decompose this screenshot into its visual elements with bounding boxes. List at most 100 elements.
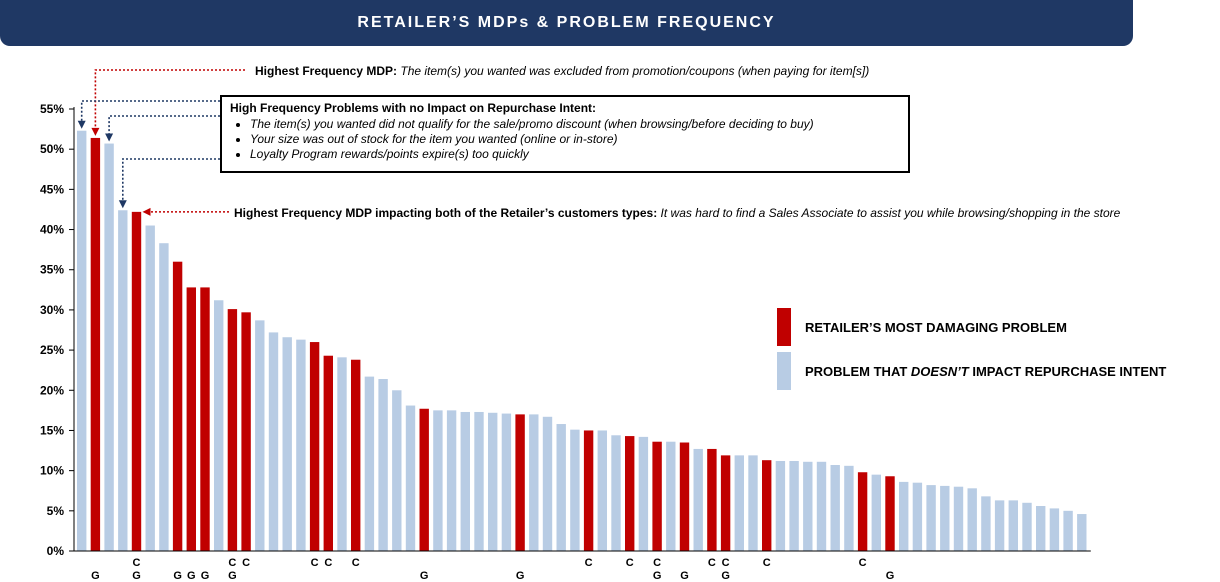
bar-mdp xyxy=(720,455,731,551)
both-types-label: Highest Frequency MDP impacting both of … xyxy=(234,206,658,220)
no-impact-connector-3-arrow-icon xyxy=(118,200,127,209)
bar-mdp xyxy=(583,430,594,551)
y-tick-label: 20% xyxy=(40,383,64,397)
bar-no-impact xyxy=(446,410,457,551)
bar-no-impact xyxy=(912,482,923,551)
y-tick-label: 10% xyxy=(40,464,64,478)
bar-no-impact xyxy=(460,411,470,551)
bar-tag-c: C xyxy=(311,557,319,569)
bar-tag-g: G xyxy=(228,570,237,582)
both-types-annotation: Highest Frequency MDP impacting both of … xyxy=(234,206,1120,220)
bar-no-impact xyxy=(364,376,375,551)
bar-no-impact xyxy=(405,405,416,551)
bar-no-impact xyxy=(542,416,553,551)
legend-swatch-mdp xyxy=(777,308,791,346)
bar-no-impact xyxy=(1049,508,1060,551)
legend-item-mdp: RETAILER’S MOST DAMAGING PROBLEM xyxy=(777,308,1067,346)
bar-tag-g: G xyxy=(187,570,196,582)
bar-no-impact xyxy=(693,448,703,551)
bar-tag-g: G xyxy=(721,570,730,582)
bar-tag-c: C xyxy=(722,557,730,569)
bar-tag-c: C xyxy=(653,557,661,569)
no-impact-item-2: Your size was out of stock for the item … xyxy=(250,132,900,147)
bar-no-impact xyxy=(981,496,991,551)
bar-no-impact xyxy=(871,474,881,551)
bar-mdp xyxy=(90,137,101,551)
bar-tag-g: G xyxy=(653,570,662,582)
bar-no-impact xyxy=(816,461,827,551)
y-tick-label: 45% xyxy=(40,182,64,196)
bar-mdp xyxy=(241,312,251,551)
bar-mdp xyxy=(762,460,772,551)
chart-title: RETAILER’S MDPs & PROBLEM FREQUENCY xyxy=(0,0,1133,46)
both-types-connector-arrow-icon xyxy=(142,207,151,216)
bar-no-impact xyxy=(830,465,840,551)
y-tick-label: 0% xyxy=(47,544,65,558)
y-tick-label: 40% xyxy=(40,223,64,237)
legend-swatch-no-impact xyxy=(777,352,791,390)
y-tick-label: 30% xyxy=(40,303,64,317)
bar-tag-c: C xyxy=(228,557,236,569)
bar-mdp xyxy=(227,309,238,551)
no-impact-box-header: High Frequency Problems with no Impact o… xyxy=(230,101,597,115)
highest-mdp-connector-line xyxy=(94,69,245,130)
bar-tag-c: C xyxy=(626,557,634,569)
bar-no-impact xyxy=(77,130,87,551)
bar-no-impact xyxy=(1077,514,1087,551)
bar-no-impact xyxy=(597,430,607,551)
highest-mdp-connector-arrow-icon xyxy=(91,127,100,136)
no-impact-connector-2-arrow-icon xyxy=(105,133,114,142)
bar-no-impact xyxy=(474,411,484,551)
y-tick-label: 50% xyxy=(40,142,64,156)
bar-mdp xyxy=(625,436,635,551)
bar-no-impact xyxy=(953,486,964,551)
y-tick-label: 25% xyxy=(40,343,64,357)
y-tick-label: 5% xyxy=(47,504,65,518)
bar-tag-g: G xyxy=(201,570,210,582)
bar-tag-g: G xyxy=(886,570,895,582)
bar-no-impact xyxy=(638,436,649,551)
bar-no-impact xyxy=(268,332,279,551)
bar-tag-c: C xyxy=(708,557,716,569)
bar-no-impact xyxy=(392,390,402,551)
bar-no-impact xyxy=(967,488,977,551)
y-tick-label: 35% xyxy=(40,263,64,277)
bar-tag-c: C xyxy=(859,557,867,569)
bar-tag-c: C xyxy=(352,557,360,569)
no-impact-connector-2-line xyxy=(108,115,220,136)
bar-no-impact xyxy=(501,413,512,551)
bar-tag-g: G xyxy=(516,570,525,582)
bar-no-impact xyxy=(145,225,155,551)
y-tick-label: 55% xyxy=(40,102,64,116)
bar-no-impact xyxy=(488,412,498,551)
bar-no-impact xyxy=(940,485,950,551)
bar-tag-g: G xyxy=(680,570,689,582)
bar-no-impact xyxy=(529,414,539,551)
bar-mdp xyxy=(131,211,142,551)
bar-no-impact xyxy=(255,320,265,551)
bar-no-impact xyxy=(789,460,799,551)
no-impact-item-3: Loyalty Program rewards/points expire(s)… xyxy=(250,147,900,162)
bar-no-impact xyxy=(899,481,909,551)
bar-mdp xyxy=(419,408,429,551)
bar-tag-c: C xyxy=(242,557,250,569)
bar-mdp xyxy=(885,476,895,551)
highest-mdp-label: Highest Frequency MDP: xyxy=(255,64,398,78)
bar-no-impact xyxy=(1022,502,1032,551)
bar-no-impact xyxy=(926,485,936,551)
bar-tag-c: C xyxy=(763,557,771,569)
bar-tag-g: G xyxy=(132,570,141,582)
no-impact-connector-1-line xyxy=(80,100,220,123)
no-impact-annotation-box: High Frequency Problems with no Impact o… xyxy=(220,95,910,173)
bar-no-impact xyxy=(337,357,347,551)
bar-no-impact xyxy=(296,339,306,551)
bar-no-impact xyxy=(994,500,1005,551)
bar-no-impact xyxy=(611,435,621,551)
bar-tag-c: C xyxy=(585,557,593,569)
bar-mdp xyxy=(323,355,333,551)
bar-no-impact xyxy=(803,461,813,551)
bar-no-impact xyxy=(378,379,388,551)
no-impact-connector-1-arrow-icon xyxy=(77,120,86,129)
bar-mdp xyxy=(351,359,361,551)
bar-no-impact xyxy=(282,337,292,551)
